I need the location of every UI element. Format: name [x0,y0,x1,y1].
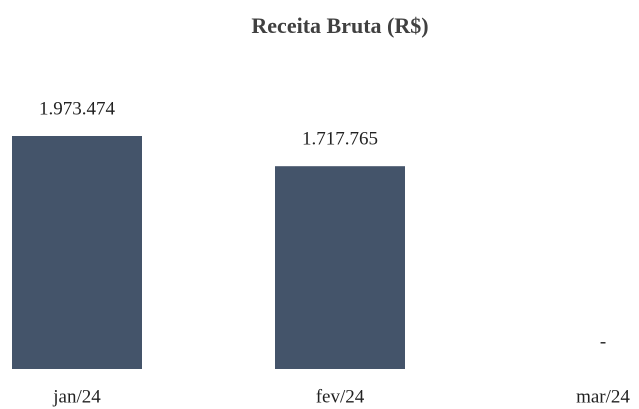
bar [275,166,405,369]
value-label: - [600,331,606,352]
x-tick-label: fev/24 [316,386,365,407]
chart-title: Receita Bruta (R$) [251,13,428,38]
x-tick-label: jan/24 [52,386,101,407]
bar [12,136,142,369]
value-label: 1.717.765 [302,129,378,150]
value-label: 1.973.474 [39,98,116,119]
x-tick-label: mar/24 [576,386,630,407]
